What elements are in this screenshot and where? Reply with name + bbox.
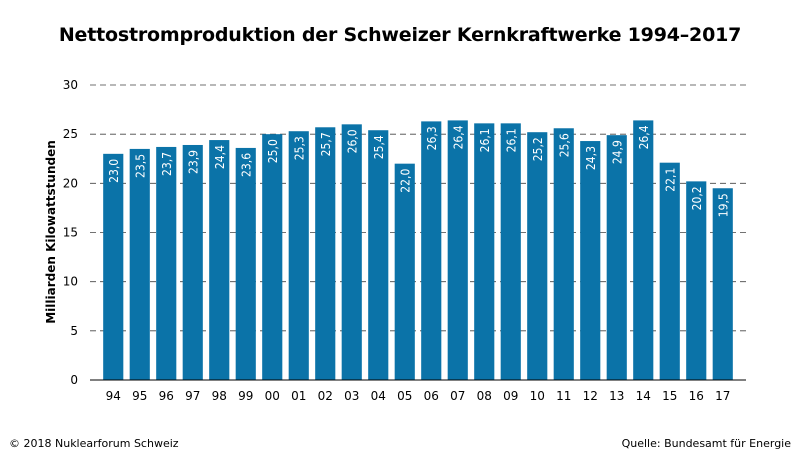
bar [103,153,124,380]
x-tick-label: 98 [212,389,227,403]
x-tick-label: 07 [450,389,465,403]
y-tick-label: 25 [63,127,78,141]
bar-value-label: 23,7 [160,152,174,176]
y-tick-label: 10 [63,275,78,289]
bar-value-label: 24,9 [610,140,624,164]
bar-value-label: 22,0 [398,169,412,193]
source-text: Quelle: Bundesamt für Energie [621,437,791,450]
y-tick-label: 20 [63,176,78,190]
bar-value-label: 22,1 [663,168,677,192]
bar-value-label: 25,7 [319,132,333,156]
x-tick-label: 12 [583,389,598,403]
x-tick-label: 11 [556,389,571,403]
bar [129,148,150,380]
bar [633,120,654,381]
x-tick-label: 16 [689,389,704,403]
x-tick-label: 15 [662,389,677,403]
bar [394,163,415,380]
x-tick-label: 14 [636,389,651,403]
bar [209,140,230,380]
bar [527,132,548,380]
x-tick-label: 94 [106,389,121,403]
bar-value-label: 26,4 [451,125,465,149]
bar-value-label: 25,0 [266,139,280,163]
bar [262,134,283,380]
bar-value-label: 23,0 [107,159,121,183]
bar-value-label: 24,4 [213,145,227,169]
bar [447,120,468,381]
y-tick-label: 15 [63,226,78,240]
x-tick-label: 96 [159,389,174,403]
bar [606,135,627,380]
y-tick-label: 30 [63,78,78,92]
bar-value-label: 24,3 [584,146,598,170]
x-tick-label: 10 [530,389,545,403]
bar-value-label: 23,9 [186,150,200,174]
x-tick-label: 00 [265,389,280,403]
x-tick-label: 03 [344,389,359,403]
x-tick-label: 17 [715,389,730,403]
x-tick-label: 08 [477,389,492,403]
bar [315,127,336,381]
bar-value-label: 19,5 [716,193,730,217]
bar-value-label: 26,1 [478,128,492,152]
y-tick-label: 0 [70,373,78,387]
bar [712,188,733,380]
bar-value-label: 23,6 [239,153,253,177]
bar-value-label: 26,0 [345,129,359,153]
x-tick-label: 97 [185,389,200,403]
x-tick-label: 09 [503,389,518,403]
bar-value-label: 25,6 [557,133,571,157]
bar-value-label: 26,1 [504,128,518,152]
bar [553,128,574,380]
x-tick-label: 04 [371,389,386,403]
x-tick-label: 13 [609,389,624,403]
x-tick-label: 05 [397,389,412,403]
x-tick-label: 95 [132,389,147,403]
bar [156,146,177,380]
y-tick-label: 5 [70,324,78,338]
chart-title: Nettostromproduktion der Schweizer Kernk… [58,24,742,46]
bar [182,144,203,380]
x-tick-label: 99 [238,389,253,403]
bar [235,147,256,380]
bar [288,131,309,380]
bar-value-label: 25,3 [292,136,306,160]
bar [659,162,680,380]
bar [474,123,495,380]
bar-value-label: 20,2 [690,186,704,210]
bar [686,181,707,380]
bar-value-label: 23,5 [133,154,147,178]
bar [580,141,601,380]
bar-value-label: 26,4 [637,125,651,149]
bar-value-label: 25,2 [531,137,545,161]
bar [421,121,442,380]
bar-value-label: 25,4 [372,135,386,159]
bar [341,124,362,380]
bar [368,130,389,380]
x-tick-label: 06 [424,389,439,403]
bar-value-label: 26,3 [425,126,439,150]
x-tick-label: 02 [318,389,333,403]
bar [500,123,521,380]
x-tick-label: 01 [291,389,306,403]
copyright-text: © 2018 Nuklearforum Schweiz [9,437,179,450]
